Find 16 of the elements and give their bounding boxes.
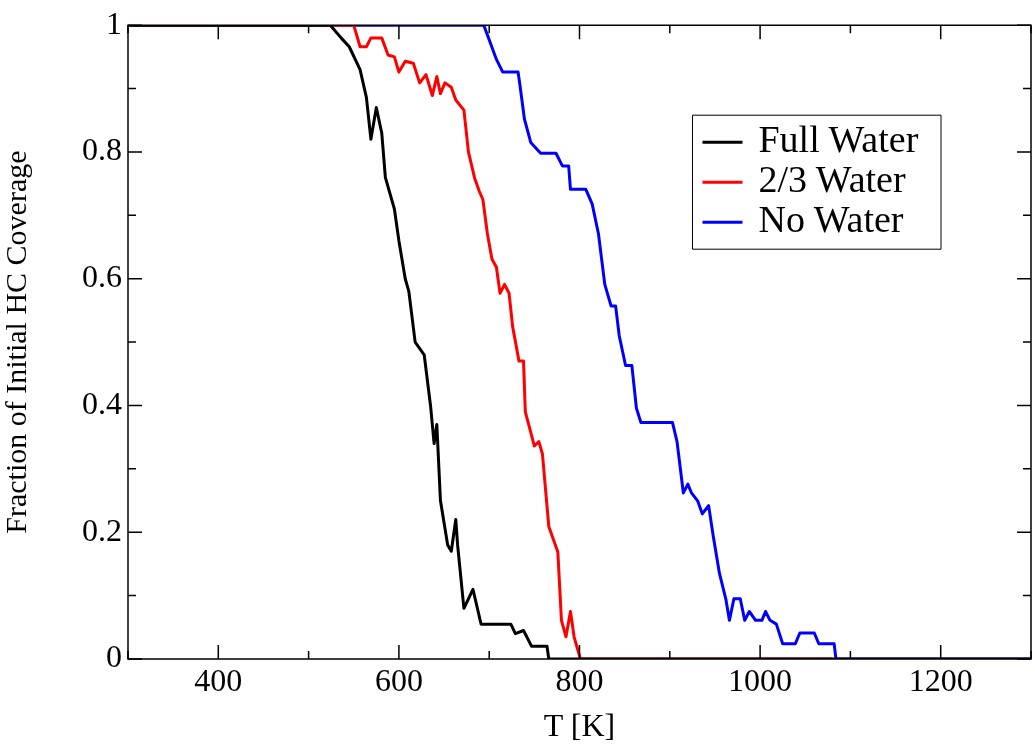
x-tick-label: 400 bbox=[194, 661, 243, 698]
y-tick-label: 0.2 bbox=[82, 511, 122, 548]
y-tick-label: 1 bbox=[106, 4, 122, 41]
legend-label: Full Water bbox=[758, 118, 919, 161]
y-tick-label: 0.6 bbox=[82, 258, 122, 295]
x-axis-title: T [K] bbox=[543, 707, 616, 744]
legend-label: No Water bbox=[758, 198, 904, 241]
y-tick-label: 0 bbox=[106, 638, 122, 675]
y-tick-label: 0.4 bbox=[82, 384, 122, 421]
legend-label: 2/3 Water bbox=[758, 158, 906, 201]
y-tick-label: 0.8 bbox=[82, 131, 122, 168]
x-tick-label: 1000 bbox=[728, 661, 793, 698]
x-tick-label: 800 bbox=[555, 661, 604, 698]
x-tick-label: 1200 bbox=[908, 661, 973, 698]
x-tick-label: 600 bbox=[374, 661, 423, 698]
y-axis-title: Fraction of Initial HC Coverage bbox=[0, 150, 32, 534]
